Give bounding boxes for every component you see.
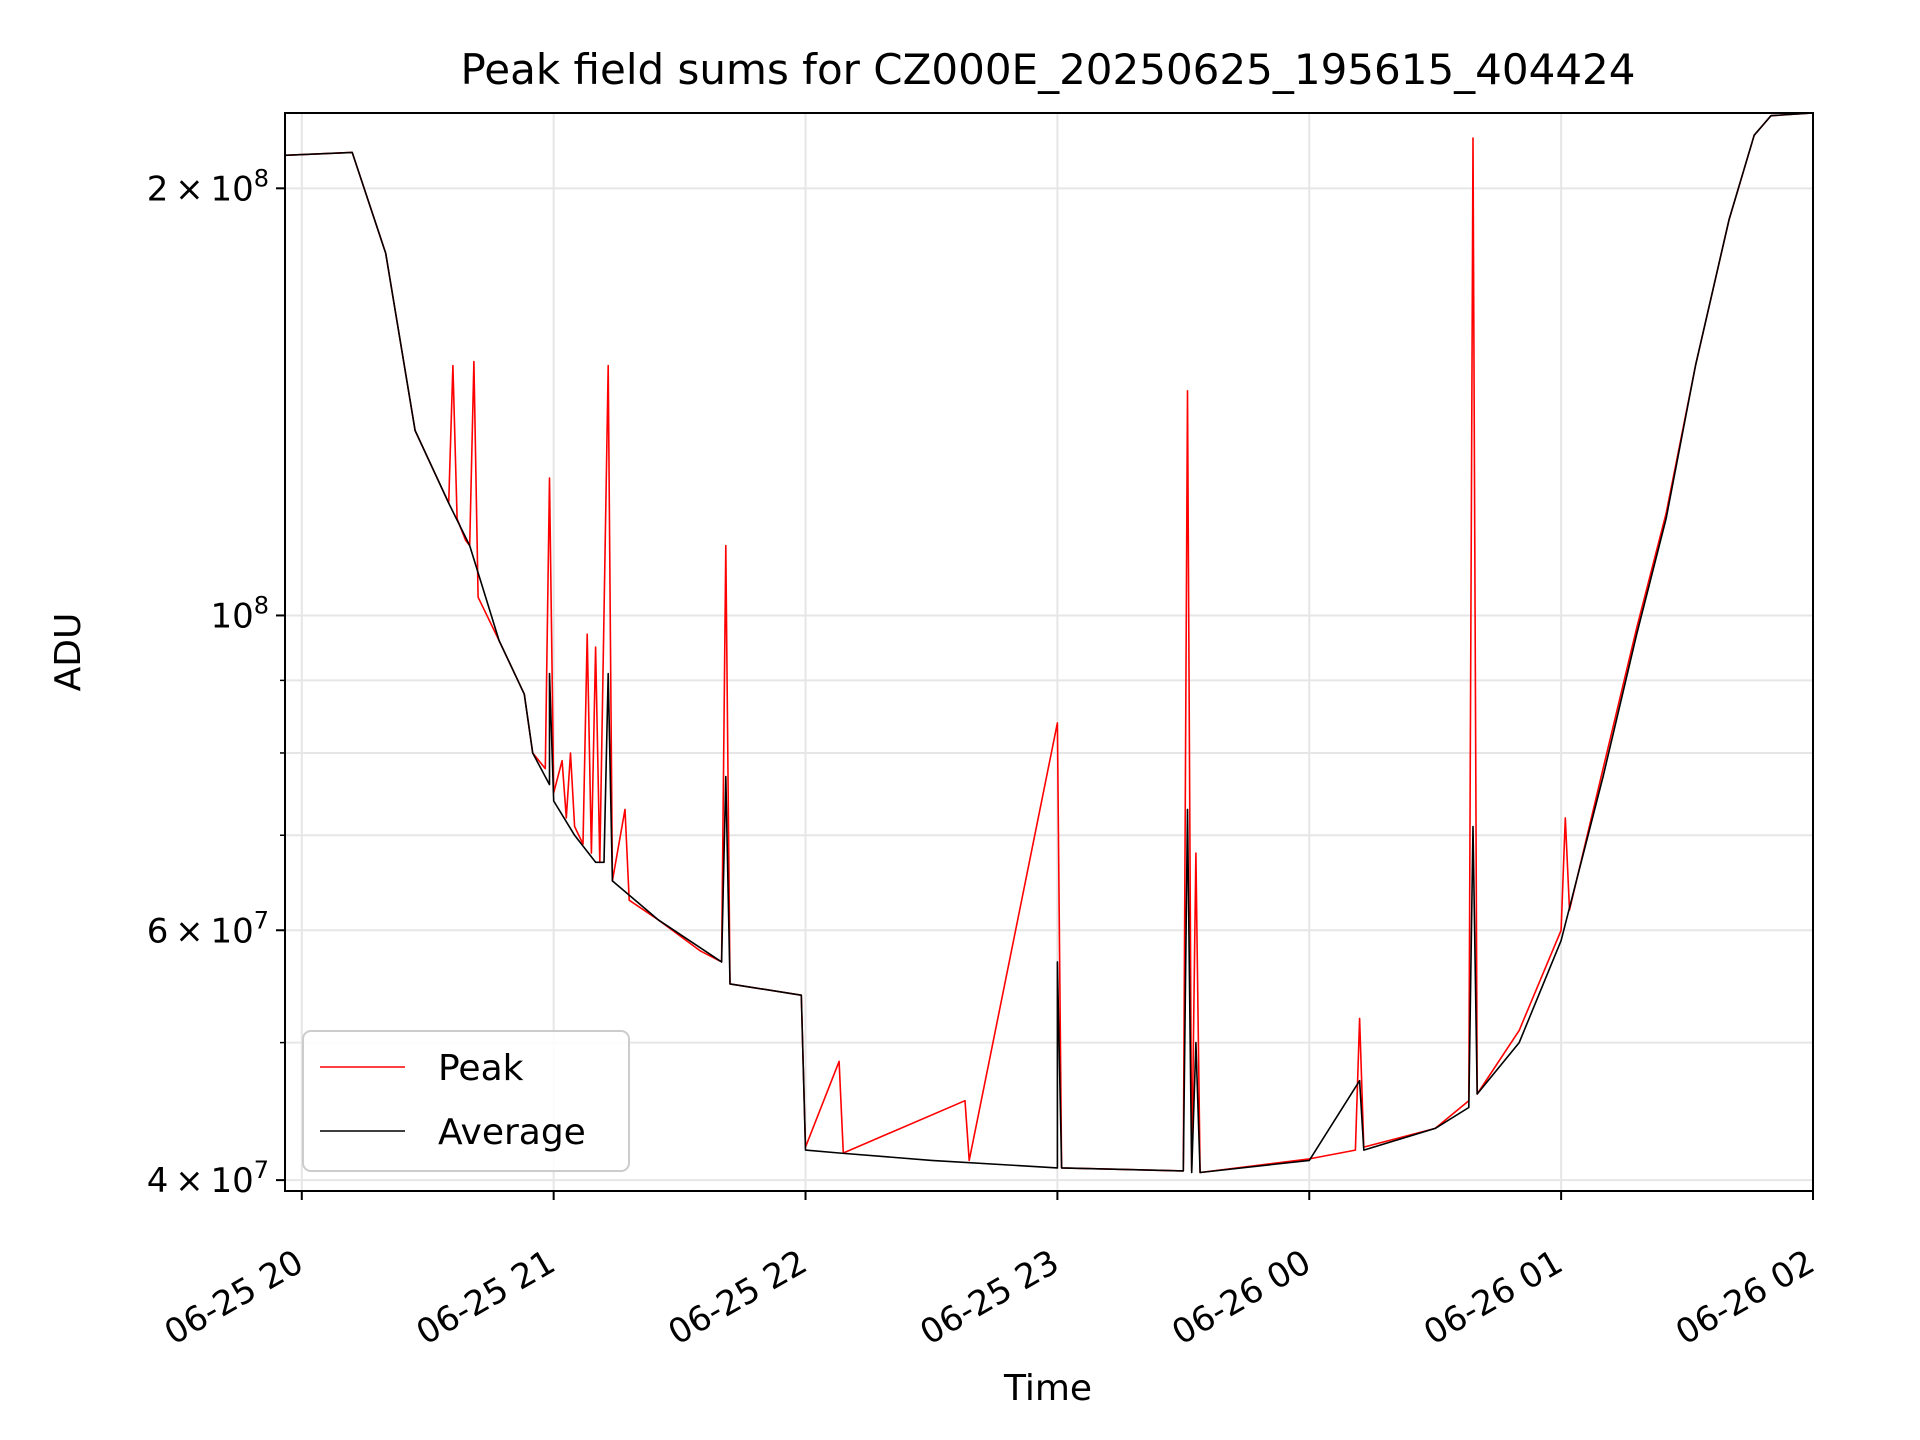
legend-box (302, 1030, 630, 1172)
y-tick-label: 4 × 107 (147, 1156, 269, 1201)
series-line-average (284, 112, 1814, 1174)
y-tick-label: 108 (210, 591, 269, 636)
legend-label-peak: Peak (438, 1048, 524, 1089)
chart-title: Peak field sums for CZ000E_20250625_1956… (460, 45, 1635, 94)
series-lines (284, 112, 1814, 1174)
y-tick-label: 6 × 107 (147, 906, 269, 951)
legend: Peak Average (302, 1030, 630, 1172)
y-axis-ticks: 4 × 107 6 × 107 108 2 × 108 (147, 164, 285, 1201)
plot-frame (284, 112, 1814, 1192)
y-tick-label: 2 × 108 (147, 164, 269, 209)
y-axis-label: ADU (48, 613, 89, 692)
legend-label-average: Average (438, 1112, 586, 1153)
x-axis-label: Time (1003, 1368, 1092, 1409)
